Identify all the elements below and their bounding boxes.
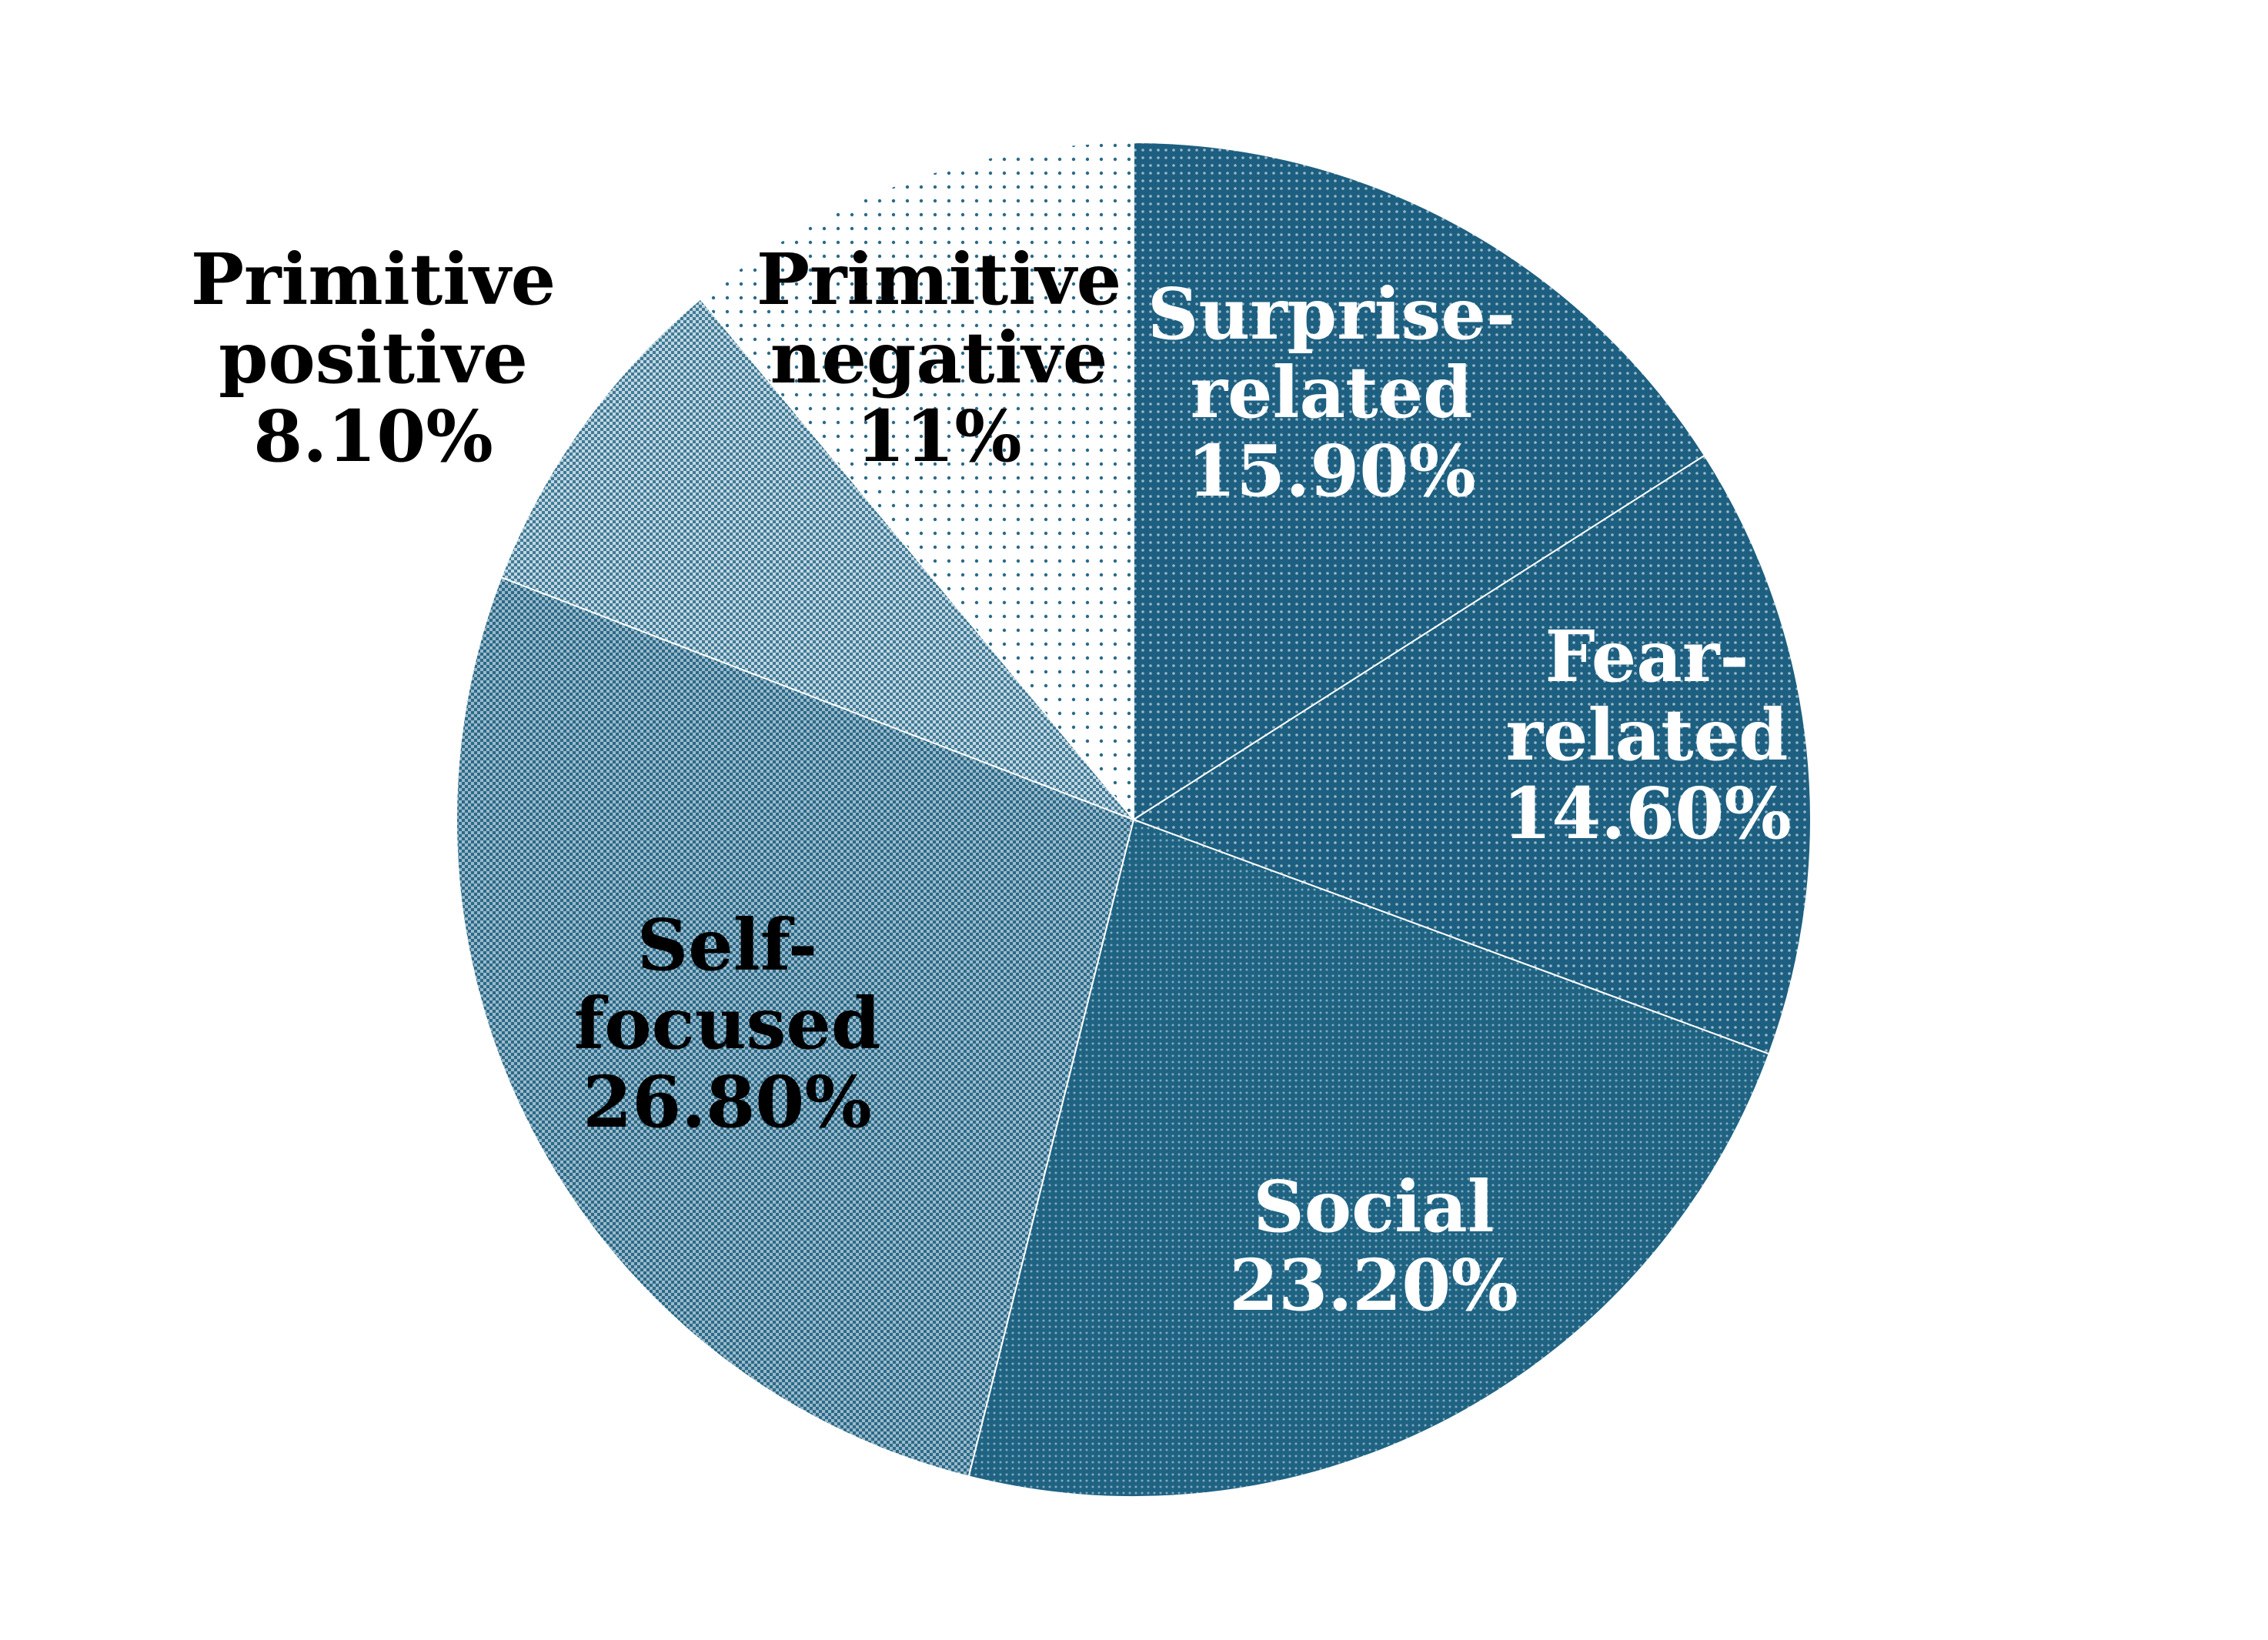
slice-value-label: 15.90%: [1187, 429, 1476, 513]
slice-value-label: 23.20%: [1229, 1244, 1518, 1327]
pie-slice-2: [967, 818, 1770, 1498]
slice-name-label: Self-: [637, 904, 817, 987]
slice-label-2: Social 23.20%: [1229, 1165, 1518, 1327]
slice-value-label: 26.80%: [583, 1060, 872, 1144]
slice-name-label: focused: [574, 982, 881, 1065]
slice-name-label: Primitive: [757, 238, 1121, 321]
slice-label-0: Surprise-related 15.90%: [1147, 272, 1515, 513]
slice-label-3: Self-focused 26.80%: [574, 904, 881, 1144]
slice-value-label: 14.60%: [1502, 772, 1792, 855]
slice-name-label: Social: [1253, 1165, 1494, 1248]
pie-slice-0: [1133, 141, 1706, 821]
slice-value-label: 11%: [856, 395, 1021, 478]
pie-slices: [456, 141, 1812, 1498]
slice-label-1: Fear-related 14.60%: [1502, 615, 1792, 855]
pie-slice-1: [1131, 454, 1812, 1055]
slice-name-label: negative: [770, 316, 1108, 399]
slice-name-label: positive: [219, 316, 528, 399]
slice-label-5: Primitive negative 11%: [757, 238, 1121, 478]
slice-label-4: Primitive positive 8.10%: [191, 238, 556, 478]
slice-name-label: related: [1506, 693, 1789, 777]
pie-labels: Surprise-related 15.90%Fear-related 14.60%…: [191, 238, 1792, 1327]
slice-name-label: Fear-: [1545, 615, 1749, 698]
slice-value-label: 8.10%: [253, 395, 493, 478]
slice-name-label: Primitive: [191, 238, 556, 321]
slice-name-label: Surprise-: [1147, 272, 1515, 356]
pie-slice-5: [699, 141, 1134, 822]
pie-slice-3: [456, 576, 1135, 1478]
pie-slice-4: [499, 298, 1137, 822]
slice-name-label: related: [1191, 351, 1473, 434]
